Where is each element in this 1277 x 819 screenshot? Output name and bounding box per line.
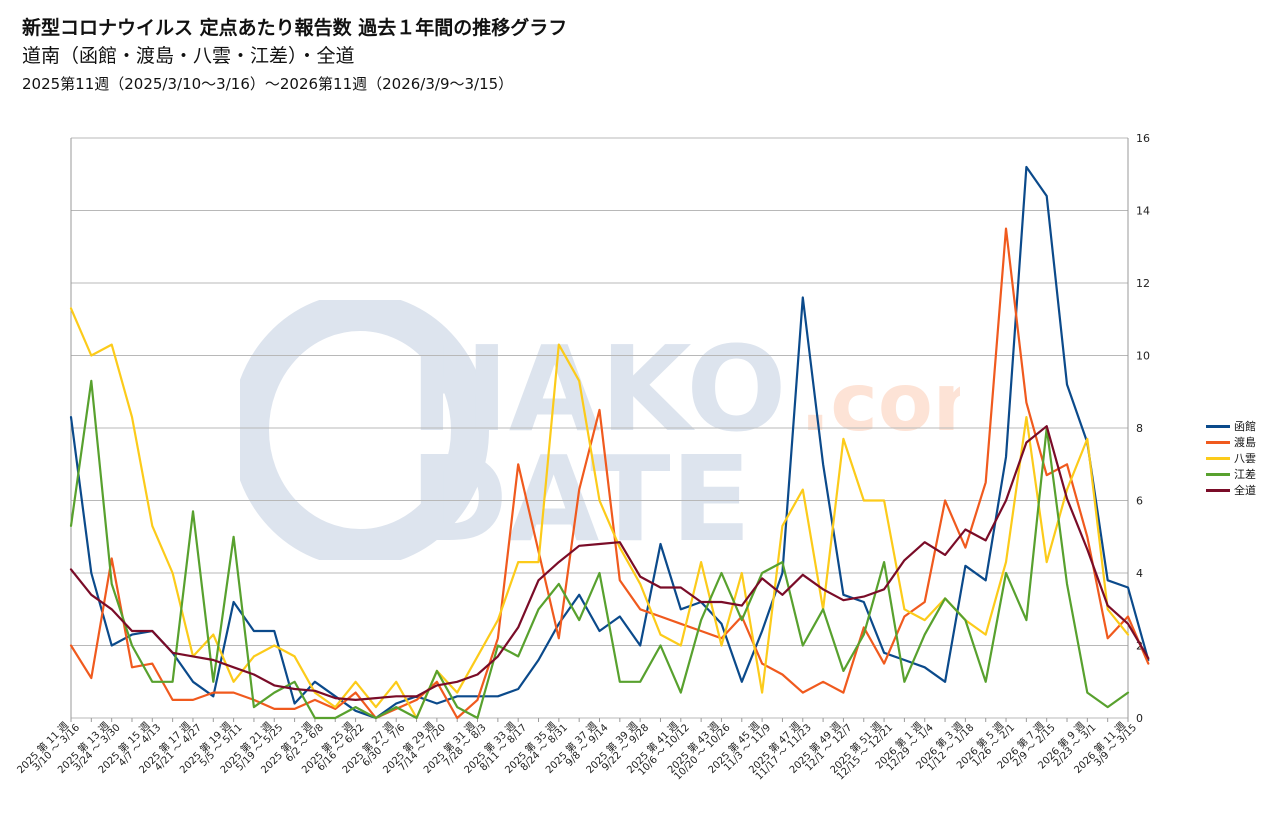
legend-swatch	[1206, 472, 1230, 476]
series-line-渡島	[69, 227, 1150, 720]
legend-swatch	[1206, 488, 1230, 492]
y-tick-label: 16	[1136, 132, 1150, 145]
y-tick-label: 14	[1136, 205, 1150, 218]
y-tick-label: 4	[1136, 567, 1143, 580]
legend-item: 八雲	[1206, 450, 1256, 466]
series-line-江差	[69, 379, 1130, 720]
legend-label: 渡島	[1234, 436, 1256, 449]
date-range: 2025第11週（2025/3/10〜3/16）〜2026第11週（2026/3…	[22, 75, 514, 93]
y-tick-label: 8	[1136, 422, 1143, 435]
legend-item: 全道	[1206, 482, 1256, 498]
series-line-全道	[69, 425, 1150, 702]
legend-swatch	[1206, 456, 1230, 460]
legend-item: 渡島	[1206, 434, 1256, 450]
y-tick-label: 12	[1136, 277, 1150, 290]
y-tick-label: 0	[1136, 712, 1143, 725]
y-tick-label: 10	[1136, 350, 1150, 363]
legend-item: 函館	[1206, 418, 1256, 434]
legend-label: 全道	[1234, 484, 1256, 497]
series-line-八雲	[69, 307, 1130, 720]
legend-item: 江差	[1206, 466, 1256, 482]
legend-label: 江差	[1234, 468, 1256, 481]
series-line-函館	[69, 165, 1150, 720]
legend-swatch	[1206, 440, 1230, 444]
chart-subtitle: 道南（函館・渡島・八雲・江差）・全道	[22, 45, 355, 67]
y-tick-label: 6	[1136, 495, 1143, 508]
legend-swatch	[1206, 424, 1230, 428]
legend-label: 函館	[1234, 420, 1256, 433]
chart-title: 新型コロナウイルス 定点あたり報告数 過去１年間の推移グラフ	[22, 17, 568, 39]
chart-legend: 函館渡島八雲江差全道	[1206, 418, 1256, 498]
y-tick-label: 2	[1136, 640, 1143, 653]
legend-label: 八雲	[1234, 452, 1256, 465]
